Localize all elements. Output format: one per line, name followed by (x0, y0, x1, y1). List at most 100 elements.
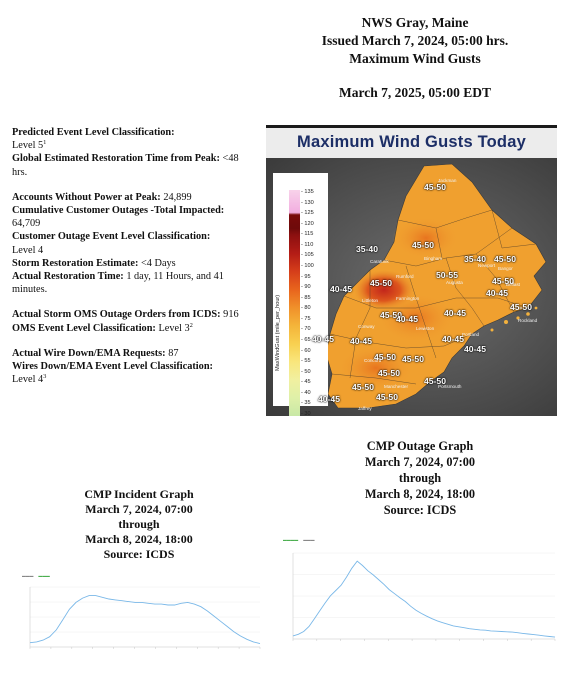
incident-chart (29, 586, 261, 649)
town-label: Belfast (506, 282, 521, 287)
town-label: Conway (358, 324, 375, 329)
accounts-value: 24,899 (163, 191, 192, 203)
legend-tick: - 60 (301, 347, 311, 354)
legend-tick: - 130 (301, 199, 314, 206)
incident-caption-source: Source: ICDS (103, 547, 175, 561)
wind-range-label: 40-45 (330, 284, 352, 294)
predicted-level-label: Predicted Event Level Classification: (12, 127, 175, 138)
wind-range-label: 50-55 (436, 270, 458, 280)
wind-range-label: 40-45 (486, 288, 508, 298)
restoration-time: Global Estimated Restoration Time from P… (12, 152, 252, 178)
legend-tick: - 90 (301, 284, 311, 291)
wind-range-label: 45-50 (370, 278, 392, 288)
report-header: NWS Gray, Maine Issued March 7, 2024, 05… (250, 14, 574, 102)
legend-tick: - 75 (301, 315, 311, 322)
wind-range-label: 45-50 (424, 182, 446, 192)
town-label: Rockland (518, 318, 538, 323)
restoration-time-value: <48 hrs. (12, 153, 239, 178)
wind-range-label: 45-50 (492, 276, 514, 286)
legend-ticks: - 135 - 130 - 125 - 120 - 115 - 110 - 105 - 100… (301, 189, 325, 417)
outage-tab-a[interactable]: ▬▬▬▬ (283, 538, 299, 542)
wind-range-label: 35-40 (356, 244, 378, 254)
legend-tick: - 120 (301, 220, 314, 227)
wind-range-label: 40-45 (444, 308, 466, 318)
legend-tick: - 80 (301, 305, 311, 312)
town-label: Caratunk (370, 259, 389, 264)
oms-level: OMS Event Level Classification: Level 32 (12, 322, 252, 335)
legend-tick: - 95 (301, 273, 311, 280)
incident-tab-b[interactable]: ▬▬▬ (38, 574, 50, 578)
town-label: Concord (364, 358, 382, 363)
wind-range-label: 45-50 (380, 310, 402, 320)
wind-range-label: 45-50 (412, 240, 434, 250)
wind-range-label: 40-45 (318, 394, 340, 404)
town-label: Jackman (438, 178, 457, 183)
town-label: Newport (478, 263, 496, 268)
cumulative-value: 64,709 (12, 218, 41, 230)
actual-restoration: Actual Restoration Time: 1 day, 11 Hours… (12, 270, 252, 296)
oms-level-label: OMS Event Level Classification: (12, 322, 156, 334)
outage-graph-tabs: ▬▬▬▬ ▬▬▬ (283, 538, 320, 542)
town-label: Lewiston (416, 326, 435, 331)
town-label: Rumford (396, 274, 414, 279)
legend-tick: - 55 (301, 358, 311, 365)
cumulative-label: Cumulative Customer Outages -Total Impac… (12, 205, 225, 217)
legend-tick: - 45 (301, 379, 311, 386)
series-line (292, 560, 556, 638)
wind-range-label: 40-45 (396, 314, 418, 324)
series-line (29, 595, 261, 645)
incident-graph: ▬▬▬ ▬▬▬ (16, 573, 264, 659)
legend-axis-label: MaxWindGust (mile_per_hour) (275, 294, 281, 371)
cumulative-outages: Cumulative Customer Outages -Total Impac… (12, 204, 252, 230)
wire-down-requests: Actual Wire Down/EMA Requests: 87 (12, 347, 252, 360)
storm-estimate-label: Storm Restoration Estimate: (12, 257, 139, 269)
incident-graph-tabs: ▬▬▬ ▬▬▬ (22, 574, 55, 578)
oms-level-footnote: 2 (189, 321, 193, 329)
incident-tab-a[interactable]: ▬▬▬ (22, 574, 34, 578)
wind-range-label: 40-45 (350, 336, 372, 346)
outage-graph: ▬▬▬▬ ▬▬▬ (277, 537, 560, 669)
outage-caption-start: March 7, 2024, 07:00 (364, 455, 476, 469)
incident-caption-through: through (118, 517, 160, 531)
customer-level-value: Level 4 (12, 244, 44, 256)
legend-tick: - 70 (301, 326, 311, 333)
accounts-without-power: Accounts Without Power at Peak: 24,899 (12, 191, 252, 204)
wind-range-label: 45-50 (402, 354, 424, 364)
wind-range-label: 45-50 (510, 302, 532, 312)
predicted-level-value: Level 5 (12, 140, 44, 152)
outage-chart (292, 552, 556, 641)
wire-down-label: Actual Wire Down/EMA Requests: (12, 347, 166, 359)
wind-range-label: 45-50 (378, 368, 400, 378)
town-label: Jaffrey (358, 406, 372, 411)
outage-graph-caption: CMP Outage Graph March 7, 2024, 07:00 th… (340, 438, 500, 518)
map-regions (325, 163, 547, 409)
actual-restoration-label: Actual Restoration Time: (12, 271, 124, 283)
wire-down-value: 87 (168, 347, 179, 359)
map-title: Maximum Wind Gusts Today (297, 133, 526, 151)
town-label: Bangor (498, 266, 513, 271)
legend-tick: - 105 (301, 252, 314, 259)
outage-caption-title: CMP Outage Graph (366, 439, 474, 453)
legend-tick: - 135 (301, 189, 314, 195)
wind-range-label: 40-45 (464, 344, 486, 354)
wind-range-label: 45-50 (494, 254, 516, 264)
map-title-bar: Maximum Wind Gusts Today (266, 128, 557, 158)
warm-region-south (336, 344, 416, 392)
storm-estimate-value: <4 Days (140, 257, 176, 269)
forecast-timestamp: March 7, 2025, 05:00 EDT (339, 85, 491, 100)
incident-caption-start: March 7, 2024, 07:00 (85, 502, 193, 516)
issued-line: Issued March 7, 2024, 05:00 hrs. (321, 33, 509, 48)
town-label: Manchester (384, 384, 409, 389)
town-label: Augusta (446, 280, 463, 285)
warm-region-north (392, 216, 460, 260)
wind-gust-map: Maximum Wind Gusts Today (266, 125, 557, 417)
outage-caption-source: Source: ICDS (383, 503, 457, 517)
predicted-level: Predicted Event Level Classification: Le… (12, 126, 252, 152)
incident-graph-caption: CMP Incident Graph March 7, 2024, 07:00 … (66, 487, 212, 562)
storm-estimate: Storm Restoration Estimate: <4 Days (12, 257, 252, 270)
legend-tick: - 100 (301, 263, 314, 269)
legend-tick: - 125 (301, 210, 314, 217)
outage-tab-b[interactable]: ▬▬▬ (303, 538, 315, 542)
restoration-time-label: Global Estimated Restoration Time from P… (12, 153, 220, 165)
oms-level-value: Level 3 (158, 322, 190, 334)
